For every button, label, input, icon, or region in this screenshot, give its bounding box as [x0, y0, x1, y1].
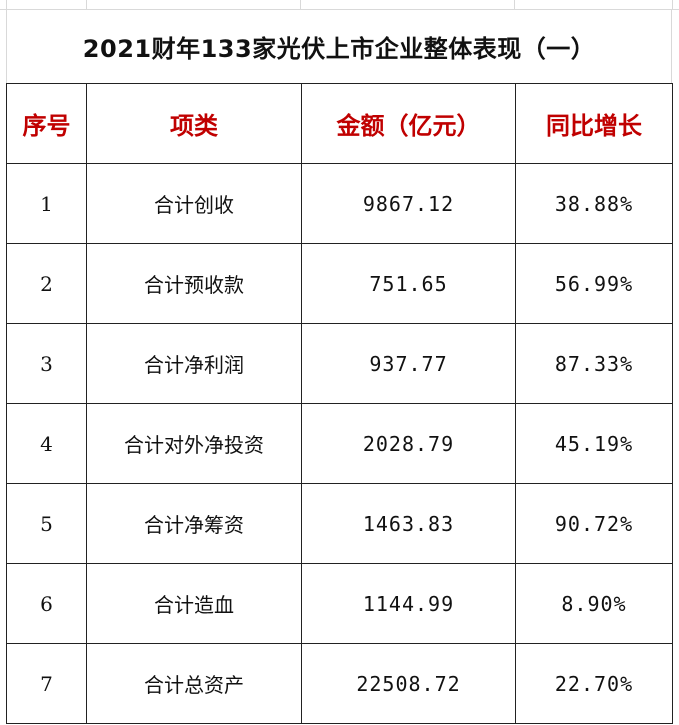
cell-item: 合计预收款 [86, 243, 302, 324]
cell-amount: 751.65 [301, 243, 516, 324]
cell-amount: 937.77 [301, 323, 516, 404]
cell-item: 合计总资产 [86, 643, 302, 724]
cell-item: 合计对外净投资 [86, 403, 302, 484]
cell-yoy: 56.99% [515, 243, 673, 324]
header-index: 序号 [6, 83, 87, 164]
cell-amount: 1144.99 [301, 563, 516, 644]
table-row: 7 合计总资产 22508.72 22.70% [6, 643, 673, 724]
gridline [514, 0, 515, 10]
cell-item: 合计创收 [86, 163, 302, 244]
cell-index: 2 [6, 243, 87, 324]
cell-amount: 1463.83 [301, 483, 516, 564]
cell-yoy: 38.88% [515, 163, 673, 244]
cell-yoy: 90.72% [515, 483, 673, 564]
table-row: 3 合计净利润 937.77 87.33% [6, 323, 673, 404]
table-row: 4 合计对外净投资 2028.79 45.19% [6, 403, 673, 484]
cell-yoy: 45.19% [515, 403, 673, 484]
cell-amount: 22508.72 [301, 643, 516, 724]
gridline [300, 0, 301, 10]
cell-amount: 9867.12 [301, 163, 516, 244]
cell-amount: 2028.79 [301, 403, 516, 484]
header-row: 序号 项类 金额（亿元） 同比增长 [6, 83, 673, 164]
cell-index: 6 [6, 563, 87, 644]
gridline [6, 0, 7, 10]
cell-index: 1 [6, 163, 87, 244]
cell-item: 合计净筹资 [86, 483, 302, 564]
header-item: 项类 [86, 83, 302, 164]
cell-index: 7 [6, 643, 87, 724]
cell-index: 3 [6, 323, 87, 404]
table-row: 2 合计预收款 751.65 56.99% [6, 243, 673, 324]
gridline-strip [0, 0, 679, 10]
gridline [672, 0, 673, 10]
table-row: 6 合计造血 1144.99 8.90% [6, 563, 673, 644]
table-title: 2021财年133家光伏上市企业整体表现（一） [6, 10, 672, 83]
cell-item: 合计净利润 [86, 323, 302, 404]
header-yoy: 同比增长 [515, 83, 673, 164]
gridline [86, 0, 87, 10]
cell-yoy: 8.90% [515, 563, 673, 644]
cell-index: 5 [6, 483, 87, 564]
table-row: 1 合计创收 9867.12 38.88% [6, 163, 673, 244]
cell-item: 合计造血 [86, 563, 302, 644]
cell-yoy: 22.70% [515, 643, 673, 724]
cell-yoy: 87.33% [515, 323, 673, 404]
header-amount: 金额（亿元） [301, 83, 516, 164]
performance-table: 序号 项类 金额（亿元） 同比增长 1 合计创收 9867.12 38.88% … [6, 83, 673, 724]
table-row: 5 合计净筹资 1463.83 90.72% [6, 483, 673, 564]
cell-index: 4 [6, 403, 87, 484]
